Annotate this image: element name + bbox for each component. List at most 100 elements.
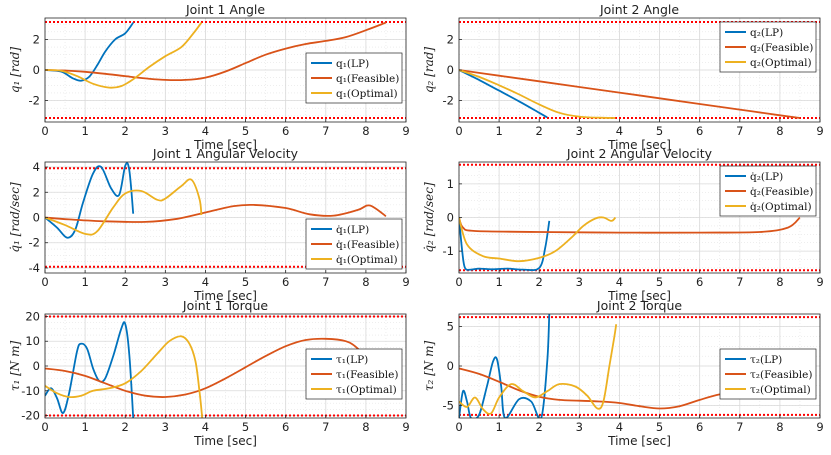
y-tick-label: 0 bbox=[447, 63, 454, 77]
x-tick-label: 0 bbox=[455, 275, 462, 289]
legend: q̇₁(LP) q̇₁(Feasible) q̇₁(Optimal) bbox=[305, 218, 403, 270]
x-tick-label: 0 bbox=[455, 420, 462, 434]
x-tick-label: 9 bbox=[402, 420, 409, 434]
x-tick-label: 2 bbox=[122, 275, 129, 289]
x-tick-label: 3 bbox=[576, 420, 583, 434]
y-tick-label: 20 bbox=[25, 309, 40, 323]
x-tick-label: 2 bbox=[536, 275, 543, 289]
x-tick-label: 5 bbox=[656, 420, 663, 434]
x-axis-label: Time [sec] bbox=[607, 138, 671, 152]
x-tick-label: 4 bbox=[202, 275, 209, 289]
chart-panel-dq2: 0 1 2 3 4 5 6 7 8 9 -1 0 1 Joint 2 Angular Velocity Ti… bbox=[422, 146, 824, 303]
x-tick-label: 7 bbox=[736, 420, 743, 434]
legend-label: τ₂(Feasible) bbox=[750, 369, 812, 381]
x-tick-label: 1 bbox=[81, 275, 88, 289]
legend-label: q̇₁(LP) bbox=[336, 223, 369, 236]
x-tick-label: 8 bbox=[362, 275, 369, 289]
x-tick-label: 4 bbox=[616, 420, 623, 434]
y-tick-label: 2 bbox=[33, 32, 40, 46]
chart-title: Joint 2 Angle bbox=[599, 2, 679, 17]
legend-label: q̇₂(LP) bbox=[750, 170, 783, 183]
x-tick-label: 6 bbox=[696, 420, 703, 434]
legend-label: q₂(LP) bbox=[750, 27, 783, 39]
x-tick-label: 0 bbox=[41, 124, 48, 138]
y-tick-label: 5 bbox=[447, 320, 454, 334]
y-axis-label: q̇₁ [rad/sec] bbox=[8, 182, 22, 253]
y-tick-label: 2 bbox=[447, 32, 454, 46]
y-tick-label: -2 bbox=[443, 94, 454, 108]
x-tick-label: 4 bbox=[616, 275, 623, 289]
y-tick-label: 4 bbox=[33, 160, 40, 174]
x-tick-label: 3 bbox=[576, 124, 583, 138]
series-line bbox=[459, 69, 801, 119]
series-line bbox=[459, 217, 551, 272]
x-tick-label: 9 bbox=[816, 420, 823, 434]
y-axis-label: q̇₂ [rad/sec] bbox=[422, 182, 436, 253]
x-tick-label: 5 bbox=[656, 275, 663, 289]
x-tick-label: 1 bbox=[495, 420, 502, 434]
series-line bbox=[45, 203, 387, 223]
x-tick-label: 9 bbox=[816, 124, 823, 138]
legend-label: τ₁(Optimal) bbox=[336, 384, 397, 396]
y-tick-label: -5 bbox=[443, 398, 454, 412]
x-tick-label: 4 bbox=[202, 420, 209, 434]
chart-title: Joint 1 Torque bbox=[182, 298, 268, 313]
x-tick-label: 2 bbox=[536, 420, 543, 434]
y-tick-label: -10 bbox=[21, 384, 40, 398]
y-tick-label: 0 bbox=[33, 63, 40, 77]
chart-panel-tau1: 0 1 2 3 4 5 6 7 8 9 -20 -10 0 10 20 Joint 1 Torque Time … bbox=[8, 298, 410, 448]
chart-title: Joint 2 Angular Velocity bbox=[566, 146, 713, 161]
x-tick-label: 3 bbox=[162, 124, 169, 138]
x-tick-label: 1 bbox=[81, 124, 88, 138]
x-tick-label: 8 bbox=[776, 420, 783, 434]
chart-title: Joint 2 Torque bbox=[596, 298, 682, 313]
series-line bbox=[459, 324, 618, 415]
x-tick-label: 5 bbox=[242, 420, 249, 434]
y-tick-label: -20 bbox=[21, 409, 40, 423]
y-tick-label: 0 bbox=[447, 211, 454, 225]
legend-label: τ₂(Optimal) bbox=[750, 384, 811, 396]
chart-panel-q2: 0 1 2 3 4 5 6 7 8 9 -2 0 2 Joint 2 Angle Time [sec] q₂ … bbox=[422, 2, 824, 152]
x-tick-label: 9 bbox=[402, 275, 409, 289]
x-tick-label: 4 bbox=[202, 124, 209, 138]
series-line bbox=[459, 216, 617, 263]
series-line bbox=[45, 321, 135, 418]
legend-label: q₁(LP) bbox=[336, 58, 369, 70]
x-tick-label: 7 bbox=[322, 124, 329, 138]
y-tick-label: 0 bbox=[447, 359, 454, 373]
x-tick-label: 7 bbox=[736, 124, 743, 138]
x-tick-label: 0 bbox=[455, 124, 462, 138]
legend-label: q₂(Feasible) bbox=[750, 42, 813, 54]
x-axis-label: Time [sec] bbox=[193, 289, 257, 303]
x-tick-label: 7 bbox=[736, 275, 743, 289]
series-line bbox=[459, 216, 801, 234]
legend-label: q̇₂(Feasible) bbox=[750, 185, 813, 198]
legend: τ₂(LP) τ₂(Feasible) τ₂(Optimal) bbox=[719, 348, 817, 400]
series-line bbox=[45, 21, 387, 82]
x-tick-label: 1 bbox=[495, 124, 502, 138]
series-group bbox=[459, 216, 801, 272]
legend-label: q̇₁(Feasible) bbox=[336, 238, 399, 251]
x-tick-label: 1 bbox=[81, 420, 88, 434]
x-tick-label: 6 bbox=[696, 275, 703, 289]
x-tick-label: 2 bbox=[536, 124, 543, 138]
x-tick-label: 8 bbox=[776, 275, 783, 289]
x-tick-label: 5 bbox=[656, 124, 663, 138]
x-tick-label: 6 bbox=[696, 124, 703, 138]
series-line bbox=[45, 22, 203, 89]
x-tick-label: 0 bbox=[41, 275, 48, 289]
x-tick-label: 5 bbox=[242, 275, 249, 289]
y-tick-label: 10 bbox=[25, 334, 40, 348]
x-tick-label: 7 bbox=[322, 275, 329, 289]
legend-label: τ₂(LP) bbox=[750, 354, 782, 366]
x-tick-label: 4 bbox=[616, 124, 623, 138]
y-tick-label: 1 bbox=[447, 177, 454, 191]
x-axis-label: Time [sec] bbox=[193, 138, 257, 152]
series-group bbox=[45, 21, 387, 89]
series-line bbox=[45, 178, 203, 236]
y-tick-label: 2 bbox=[33, 185, 40, 199]
y-axis-label: τ₂ [N m] bbox=[422, 341, 436, 392]
y-axis-label: q₂ [rad] bbox=[422, 47, 436, 94]
x-tick-label: 8 bbox=[776, 124, 783, 138]
